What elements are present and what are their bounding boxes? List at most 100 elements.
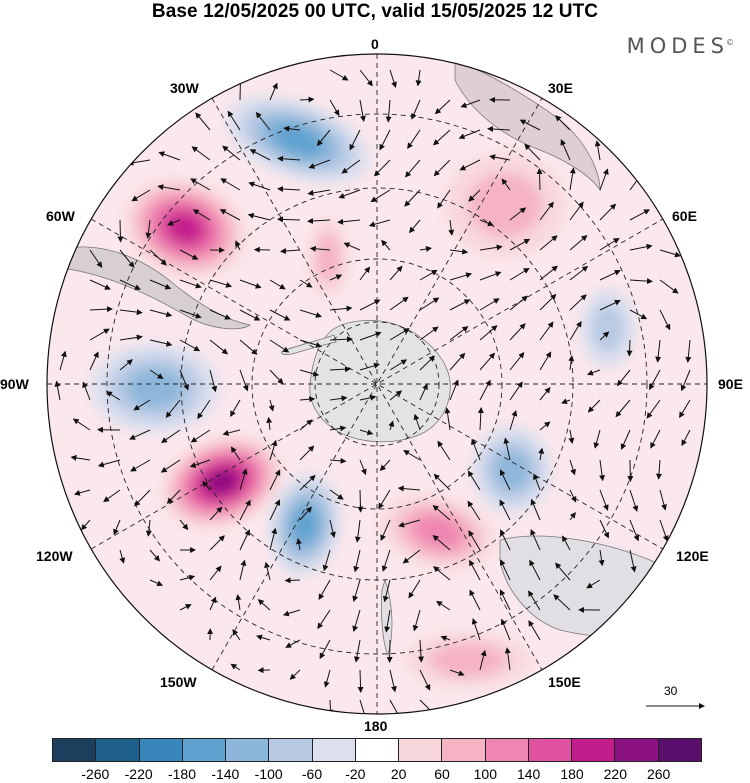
- wind-arrow: [659, 309, 671, 331]
- wind-arrow: [404, 189, 421, 207]
- colorbar-segment: [615, 739, 659, 761]
- colorbar-tick-label: 140: [516, 766, 541, 782]
- wind-arrow: [432, 129, 451, 146]
- wind-arrow: [384, 609, 391, 633]
- wind-arrow: [89, 351, 99, 371]
- wind-arrow: [659, 519, 669, 542]
- wind-arrow: [131, 189, 151, 202]
- wind-arrow: [149, 279, 172, 290]
- wind-arrow: [419, 326, 439, 341]
- wind-arrow: [504, 647, 511, 671]
- wind-arrow: [569, 320, 582, 341]
- wind-arrow: [359, 331, 382, 341]
- wind-arrow: [530, 528, 541, 551]
- wind-arrow: [509, 410, 518, 431]
- wind-arrow: [209, 339, 229, 355]
- colorbar-tick-label: -100: [254, 766, 283, 782]
- wind-arrow: [458, 129, 481, 140]
- wind-arrow: [433, 566, 451, 581]
- wind-arrow: [299, 474, 316, 491]
- wind-arrow: [468, 189, 481, 202]
- wind-arrow: [509, 352, 525, 371]
- colorbar-ticks: -260 -220 -180 -140 -100 -60 -20 20 60 100 140 180 2…: [52, 766, 702, 782]
- wind-arrow: [499, 589, 511, 611]
- wind-arrow: [599, 519, 609, 539]
- wind-arrow: [230, 399, 241, 417]
- wind-arrow: [134, 489, 151, 507]
- wind-arrow: [436, 600, 451, 611]
- wind-arrow: [440, 635, 451, 642]
- anomaly-contour: [429, 642, 507, 678]
- anomaly-contour: [292, 507, 318, 543]
- reference-vector-label: 30: [664, 684, 678, 698]
- wind-arrow: [539, 387, 551, 401]
- wind-arrow: [681, 429, 691, 447]
- colorbar-tick-label: -60: [301, 766, 323, 782]
- wind-arrow: [89, 328, 110, 341]
- wind-arrow: [257, 599, 271, 611]
- wind-arrow: [489, 154, 511, 161]
- wind-arrow: [381, 239, 391, 251]
- brand-mark: ©: [726, 38, 734, 47]
- wind-arrow: [282, 609, 301, 617]
- colorbar-tick-label: -260: [81, 766, 110, 782]
- wind-arrow: [295, 538, 302, 551]
- anomaly-contour: [590, 303, 626, 353]
- wind-arrow: [368, 219, 391, 228]
- lon-label-30w: 30W: [170, 80, 199, 96]
- colorbar-tick-label: -180: [167, 766, 197, 782]
- wind-arrow: [323, 669, 331, 688]
- wind-arrow: [237, 77, 244, 101]
- wind-arrow: [479, 352, 496, 371]
- wind-arrow: [587, 399, 601, 413]
- wind-arrow: [352, 609, 361, 633]
- wind-arrow: [307, 189, 331, 196]
- wind-arrow: [179, 339, 201, 352]
- wind-arrow: [359, 459, 367, 476]
- wind-arrow: [419, 669, 431, 691]
- wind-arrow: [500, 529, 511, 551]
- wind-arrow: [145, 519, 152, 537]
- wind-arrow: [329, 69, 349, 81]
- wind-arrow: [220, 178, 241, 191]
- wind-arrow: [353, 549, 361, 573]
- wind-arrow: [230, 663, 241, 671]
- wind-arrow: [555, 562, 571, 581]
- wind-arrow: [353, 639, 361, 663]
- wind-arrow: [378, 489, 391, 510]
- wind-arrow: [318, 579, 331, 600]
- wind-arrow: [179, 574, 196, 581]
- wind-arrow: [539, 321, 554, 341]
- wind-arrow: [119, 309, 143, 316]
- wind-arrow: [679, 399, 691, 419]
- wind-arrow: [299, 506, 312, 521]
- wind-arrow: [329, 457, 347, 464]
- wind-arrow: [269, 279, 286, 290]
- wind-arrow: [209, 506, 223, 521]
- wind-arrow: [379, 459, 391, 472]
- latitude-longitude-grid: [47, 54, 707, 714]
- wind-arrow: [299, 369, 320, 377]
- wind-arrow: [509, 295, 528, 311]
- wind-arrow: [329, 519, 336, 538]
- wind-arrow: [73, 489, 91, 496]
- wind-arrow: [449, 379, 459, 401]
- wind-arrow: [227, 110, 241, 131]
- wind-arrow: [412, 609, 421, 632]
- colorbar-segment: [269, 739, 313, 761]
- wind-arrow: [538, 447, 545, 461]
- wind-arrow: [449, 326, 469, 341]
- wind-arrow: [460, 99, 481, 108]
- lon-label-120w: 120W: [36, 548, 73, 564]
- wind-arrow: [629, 278, 653, 285]
- wind-arrow: [539, 201, 554, 221]
- colorbar-segment: [355, 739, 400, 761]
- meridian-line: [90, 218, 664, 550]
- brand-name: MODES: [626, 34, 729, 58]
- wind-arrow: [359, 266, 371, 281]
- wind-arrow: [509, 267, 530, 281]
- wind-arrow: [448, 219, 455, 236]
- wind-arrow: [444, 407, 451, 431]
- lon-label-0: 0: [371, 36, 379, 52]
- wind-arrow: [202, 480, 211, 491]
